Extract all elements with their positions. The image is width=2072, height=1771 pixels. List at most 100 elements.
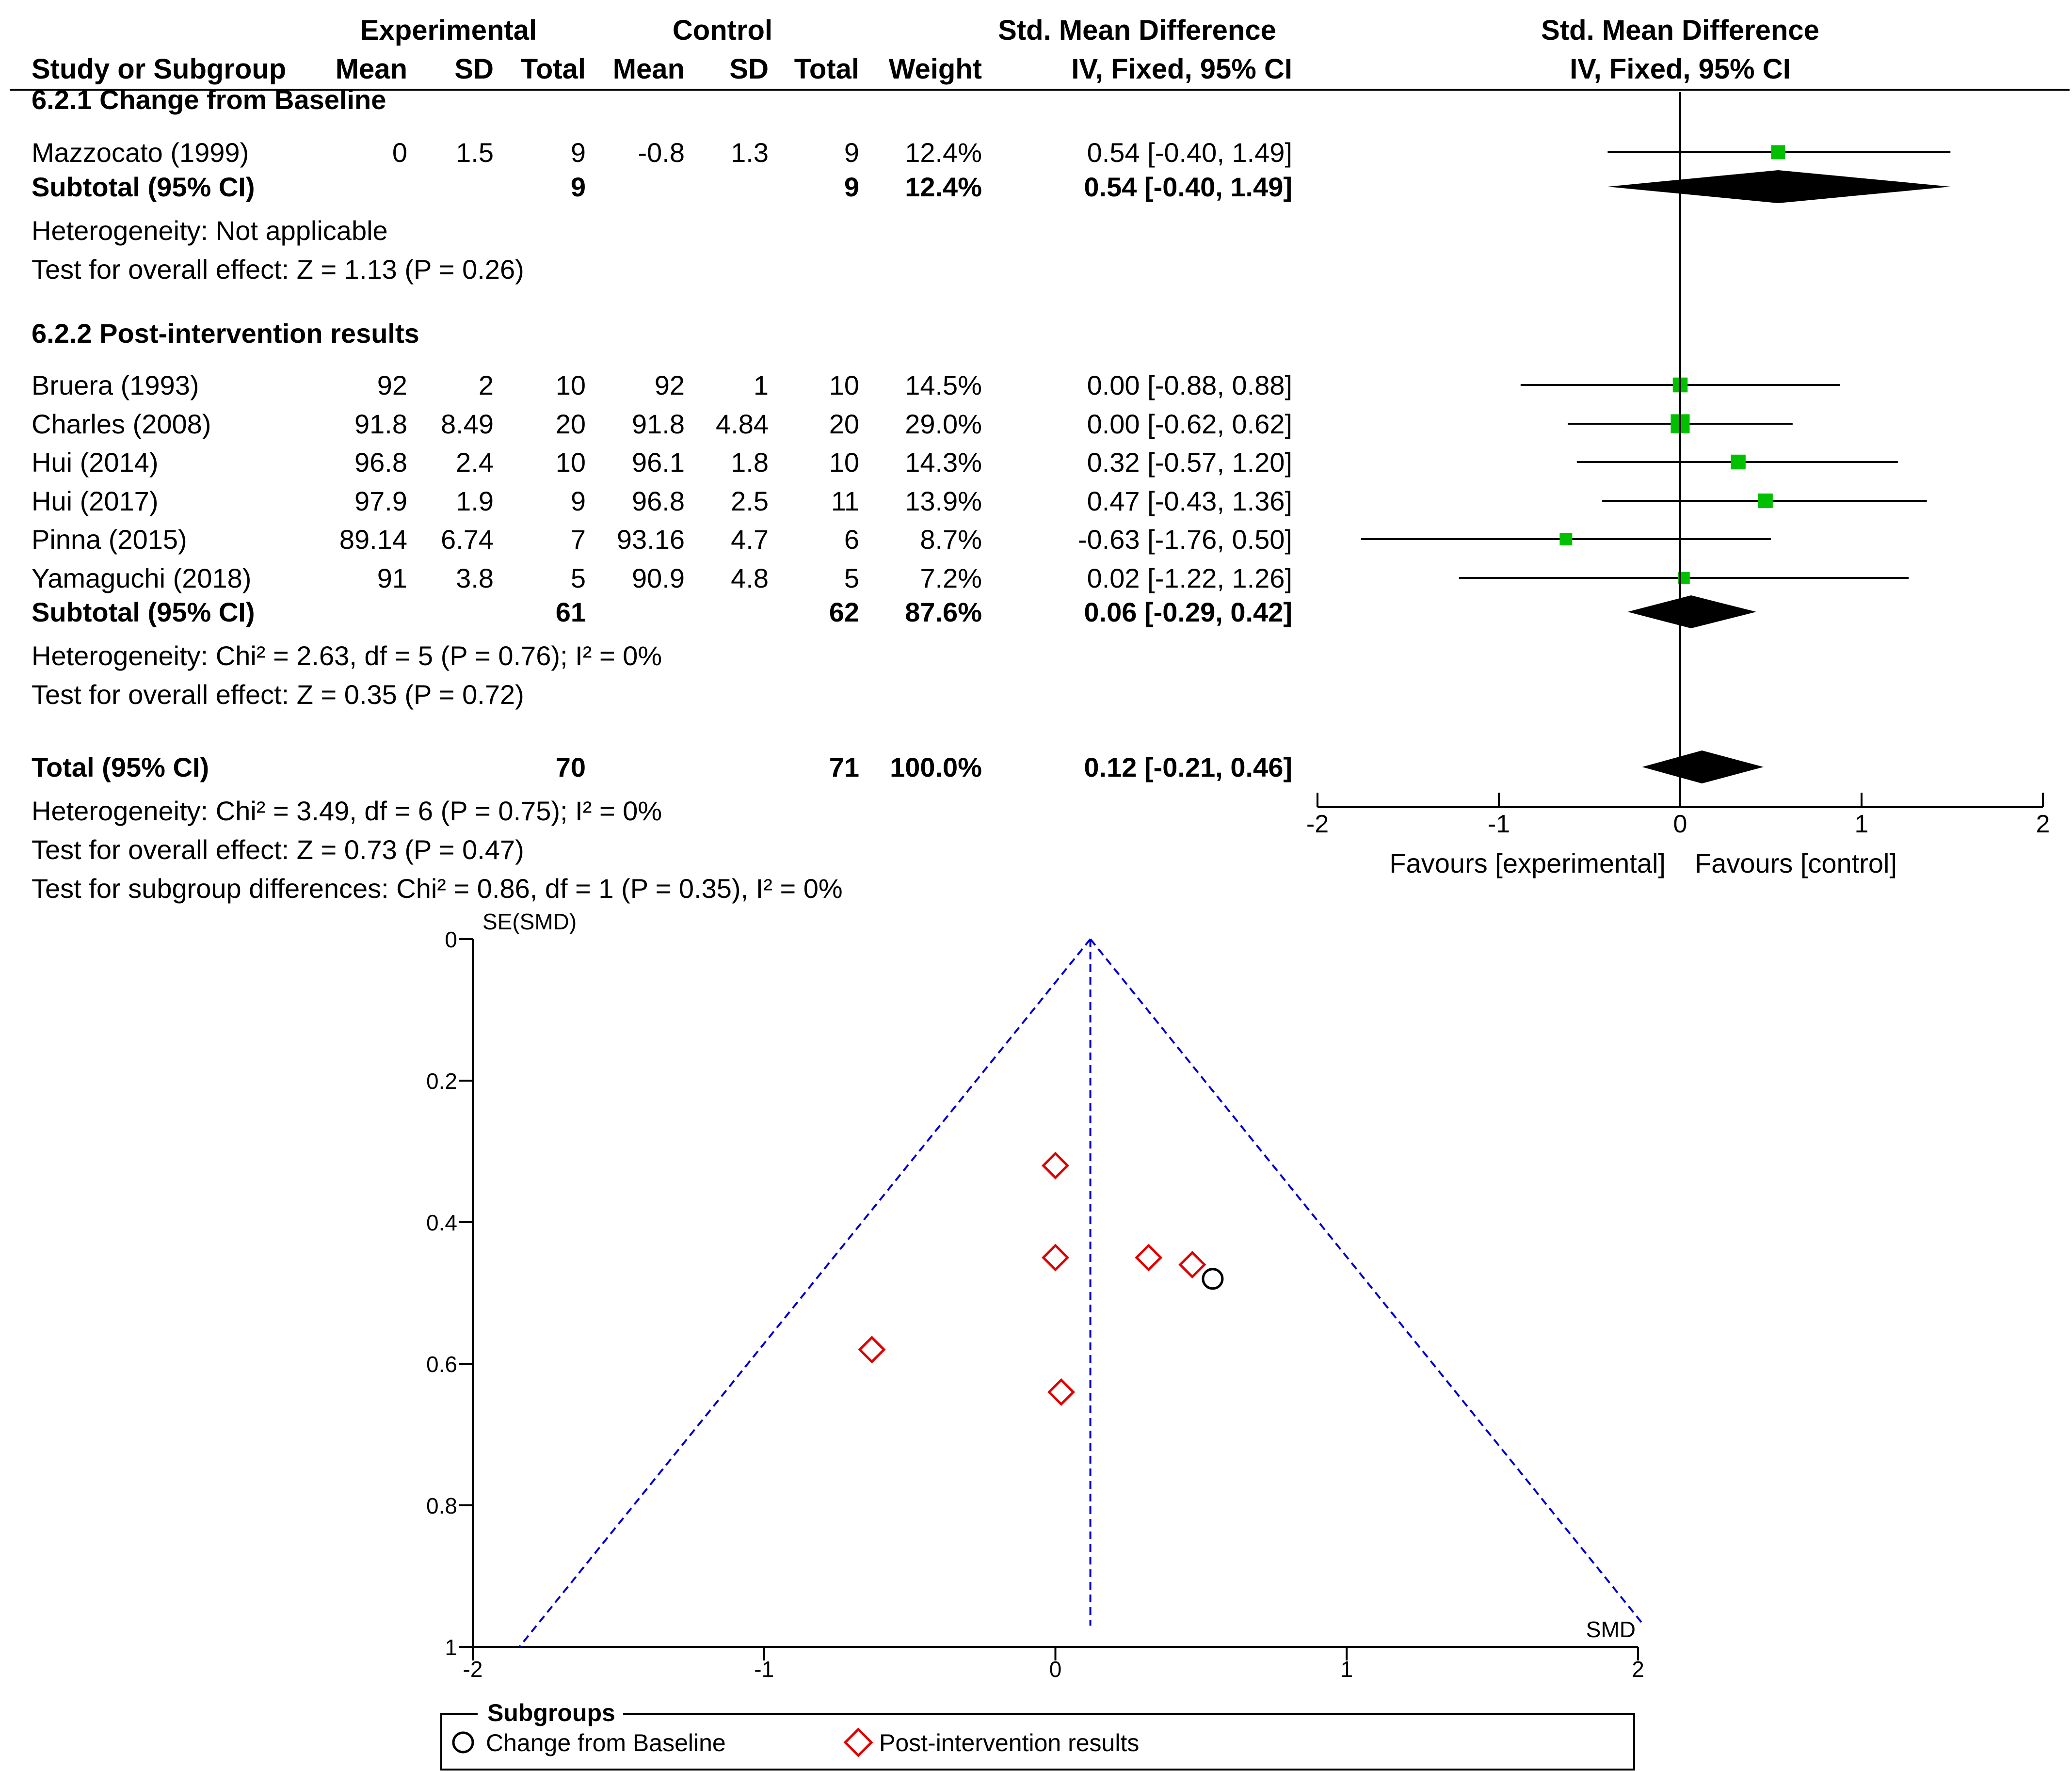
study-mean-e: 92: [377, 370, 407, 400]
study-ci: 0.02 [-1.22, 1.26]: [1087, 563, 1292, 593]
study-mean-e: 91: [377, 563, 407, 593]
study-mean-c: 90.9: [632, 563, 685, 593]
study-sd-c: 1.3: [731, 137, 769, 168]
study-sd-e: 6.74: [441, 524, 494, 555]
study-sd-c: 2.5: [731, 486, 769, 516]
study-sd-e: 8.49: [441, 409, 494, 439]
study-name: Hui (2014): [32, 447, 158, 478]
study-sd-e: 2: [479, 370, 494, 400]
study-mean-e: 96.8: [354, 447, 407, 478]
study-sd-e: 2.4: [456, 447, 494, 478]
forest-header: Experimental Control Std. Mean Differenc…: [32, 15, 1819, 85]
study-mean-c: 91.8: [632, 409, 685, 439]
study-name: Mazzocato (1999): [32, 137, 249, 168]
subtotal-label: Subtotal (95% CI): [32, 597, 255, 627]
subtotal-total-c: 9: [844, 172, 859, 202]
study-sd-c: 1: [754, 370, 769, 400]
col-study: Study or Subgroup: [32, 53, 286, 85]
funnel-y-axis-label: SE(SMD): [482, 909, 577, 934]
funnel-y-tick-label: 0.2: [426, 1069, 457, 1094]
study-weight: 14.5%: [905, 370, 982, 400]
funnel-y-tick-label: 0.8: [426, 1493, 457, 1518]
study-sd-c: 4.84: [716, 409, 769, 439]
col-mean-c: Mean: [613, 53, 685, 85]
study-weight: 13.9%: [905, 486, 982, 516]
subgroup-title: 6.2.2 Post-intervention results: [32, 318, 419, 349]
study-ci: 0.47 [-0.43, 1.36]: [1087, 486, 1292, 516]
header-smd: Std. Mean Difference: [998, 15, 1276, 46]
col-weight: Weight: [889, 53, 982, 85]
forest-x-tick-label: 0: [1673, 810, 1687, 838]
study-total-e: 9: [571, 137, 586, 168]
heterogeneity-text: Heterogeneity: Not applicable: [32, 215, 388, 246]
favours-control-label: Favours [control]: [1695, 848, 1897, 878]
total-total-e: 70: [556, 752, 586, 782]
funnel-y-tick-label: 0: [445, 927, 457, 952]
subtotal-weight: 12.4%: [905, 172, 982, 202]
study-weight: 12.4%: [905, 137, 982, 168]
total-overall-effect-text: Test for overall effect: Z = 0.73 (P = 0…: [32, 834, 524, 865]
funnel-y-tick-label: 0.6: [426, 1352, 457, 1377]
funnel-point-circle: [1202, 1268, 1224, 1290]
study-name: Bruera (1993): [32, 370, 199, 400]
subgroup-title: 6.2.1 Change from Baseline: [32, 84, 386, 115]
study-mean-e: 89.14: [339, 524, 407, 555]
col-sd-c: SD: [729, 53, 769, 85]
study-total-e: 10: [556, 447, 586, 478]
col-ci: IV, Fixed, 95% CI: [1071, 53, 1292, 85]
funnel-point-diamond: [1041, 1151, 1070, 1180]
study-sd-c: 4.7: [731, 524, 769, 555]
funnel-y-tick-label: 0.4: [426, 1210, 457, 1235]
study-total-e: 20: [556, 409, 586, 439]
study-ci: 0.32 [-0.57, 1.20]: [1087, 447, 1292, 478]
subtotal-label: Subtotal (95% CI): [32, 172, 255, 202]
forest-x-tick-label: -2: [1306, 810, 1329, 838]
study-mean-c: -0.8: [638, 137, 685, 168]
study-weight: 7.2%: [920, 563, 982, 593]
study-sd-e: 3.8: [456, 563, 494, 593]
study-weight: 29.0%: [905, 409, 982, 439]
study-sd-e: 1.9: [456, 486, 494, 516]
study-mean-e: 97.9: [354, 486, 407, 516]
forest-x-tick-label: -1: [1488, 810, 1510, 838]
funnel-point-diamond: [1041, 1244, 1070, 1272]
study-name: Hui (2017): [32, 486, 158, 516]
subtotal-total-e: 9: [571, 172, 586, 202]
study-weight: 8.7%: [920, 524, 982, 555]
weight-square: [1771, 145, 1785, 160]
study-sd-c: 1.8: [731, 447, 769, 478]
study-total-c: 10: [829, 370, 859, 400]
total-heterogeneity-text: Heterogeneity: Chi² = 3.49, df = 6 (P = …: [32, 796, 662, 826]
forest-x-tick-label: 1: [1855, 810, 1869, 838]
study-name: Pinna (2015): [32, 524, 187, 555]
funnel-right-limit: [1090, 938, 1645, 1627]
funnel-point-diamond: [1178, 1251, 1206, 1279]
subtotal-total-e: 61: [556, 597, 586, 627]
subtotal-diamond: [1607, 170, 1951, 203]
funnel-x-tick-label: 2: [1632, 1657, 1644, 1682]
subtotal-diamond: [1627, 595, 1757, 628]
header-smd-plot: Std. Mean Difference: [1541, 15, 1819, 46]
weight-square: [1758, 493, 1773, 509]
study-mean-c: 96.1: [632, 447, 685, 478]
study-total-c: 6: [844, 524, 859, 555]
weight-square: [1731, 454, 1746, 470]
study-total-e: 7: [571, 524, 586, 555]
funnel-point-diamond: [1047, 1378, 1076, 1406]
subgroup-differences-text: Test for subgroup differences: Chi² = 0.…: [32, 873, 843, 904]
study-ci: -0.63 [-1.76, 0.50]: [1078, 524, 1292, 555]
forest-plot: -2 -1 0 1 2 Favours [experimental] Favours [co…: [1306, 92, 2050, 878]
col-sd-e: SD: [454, 53, 494, 85]
subtotal-ci: 0.54 [-0.40, 1.49]: [1084, 172, 1292, 202]
forest-rows: 6.2.1 Change from Baseline Mazzocato (199…: [32, 84, 1292, 904]
favours-experimental-label: Favours [experimental]: [1389, 848, 1666, 878]
study-ci: 0.00 [-0.88, 0.88]: [1087, 370, 1292, 400]
legend: Subgroups Change from Baseline Post-inte…: [440, 1699, 1635, 1771]
funnel-x-tick-label: -2: [463, 1657, 483, 1682]
study-total-e: 5: [571, 563, 586, 593]
legend-label-post-intervention: Post-intervention results: [879, 1729, 1139, 1756]
total-label: Total (95% CI): [32, 752, 209, 782]
col-total-c: Total: [794, 53, 859, 85]
subtotal-total-c: 62: [829, 597, 859, 627]
